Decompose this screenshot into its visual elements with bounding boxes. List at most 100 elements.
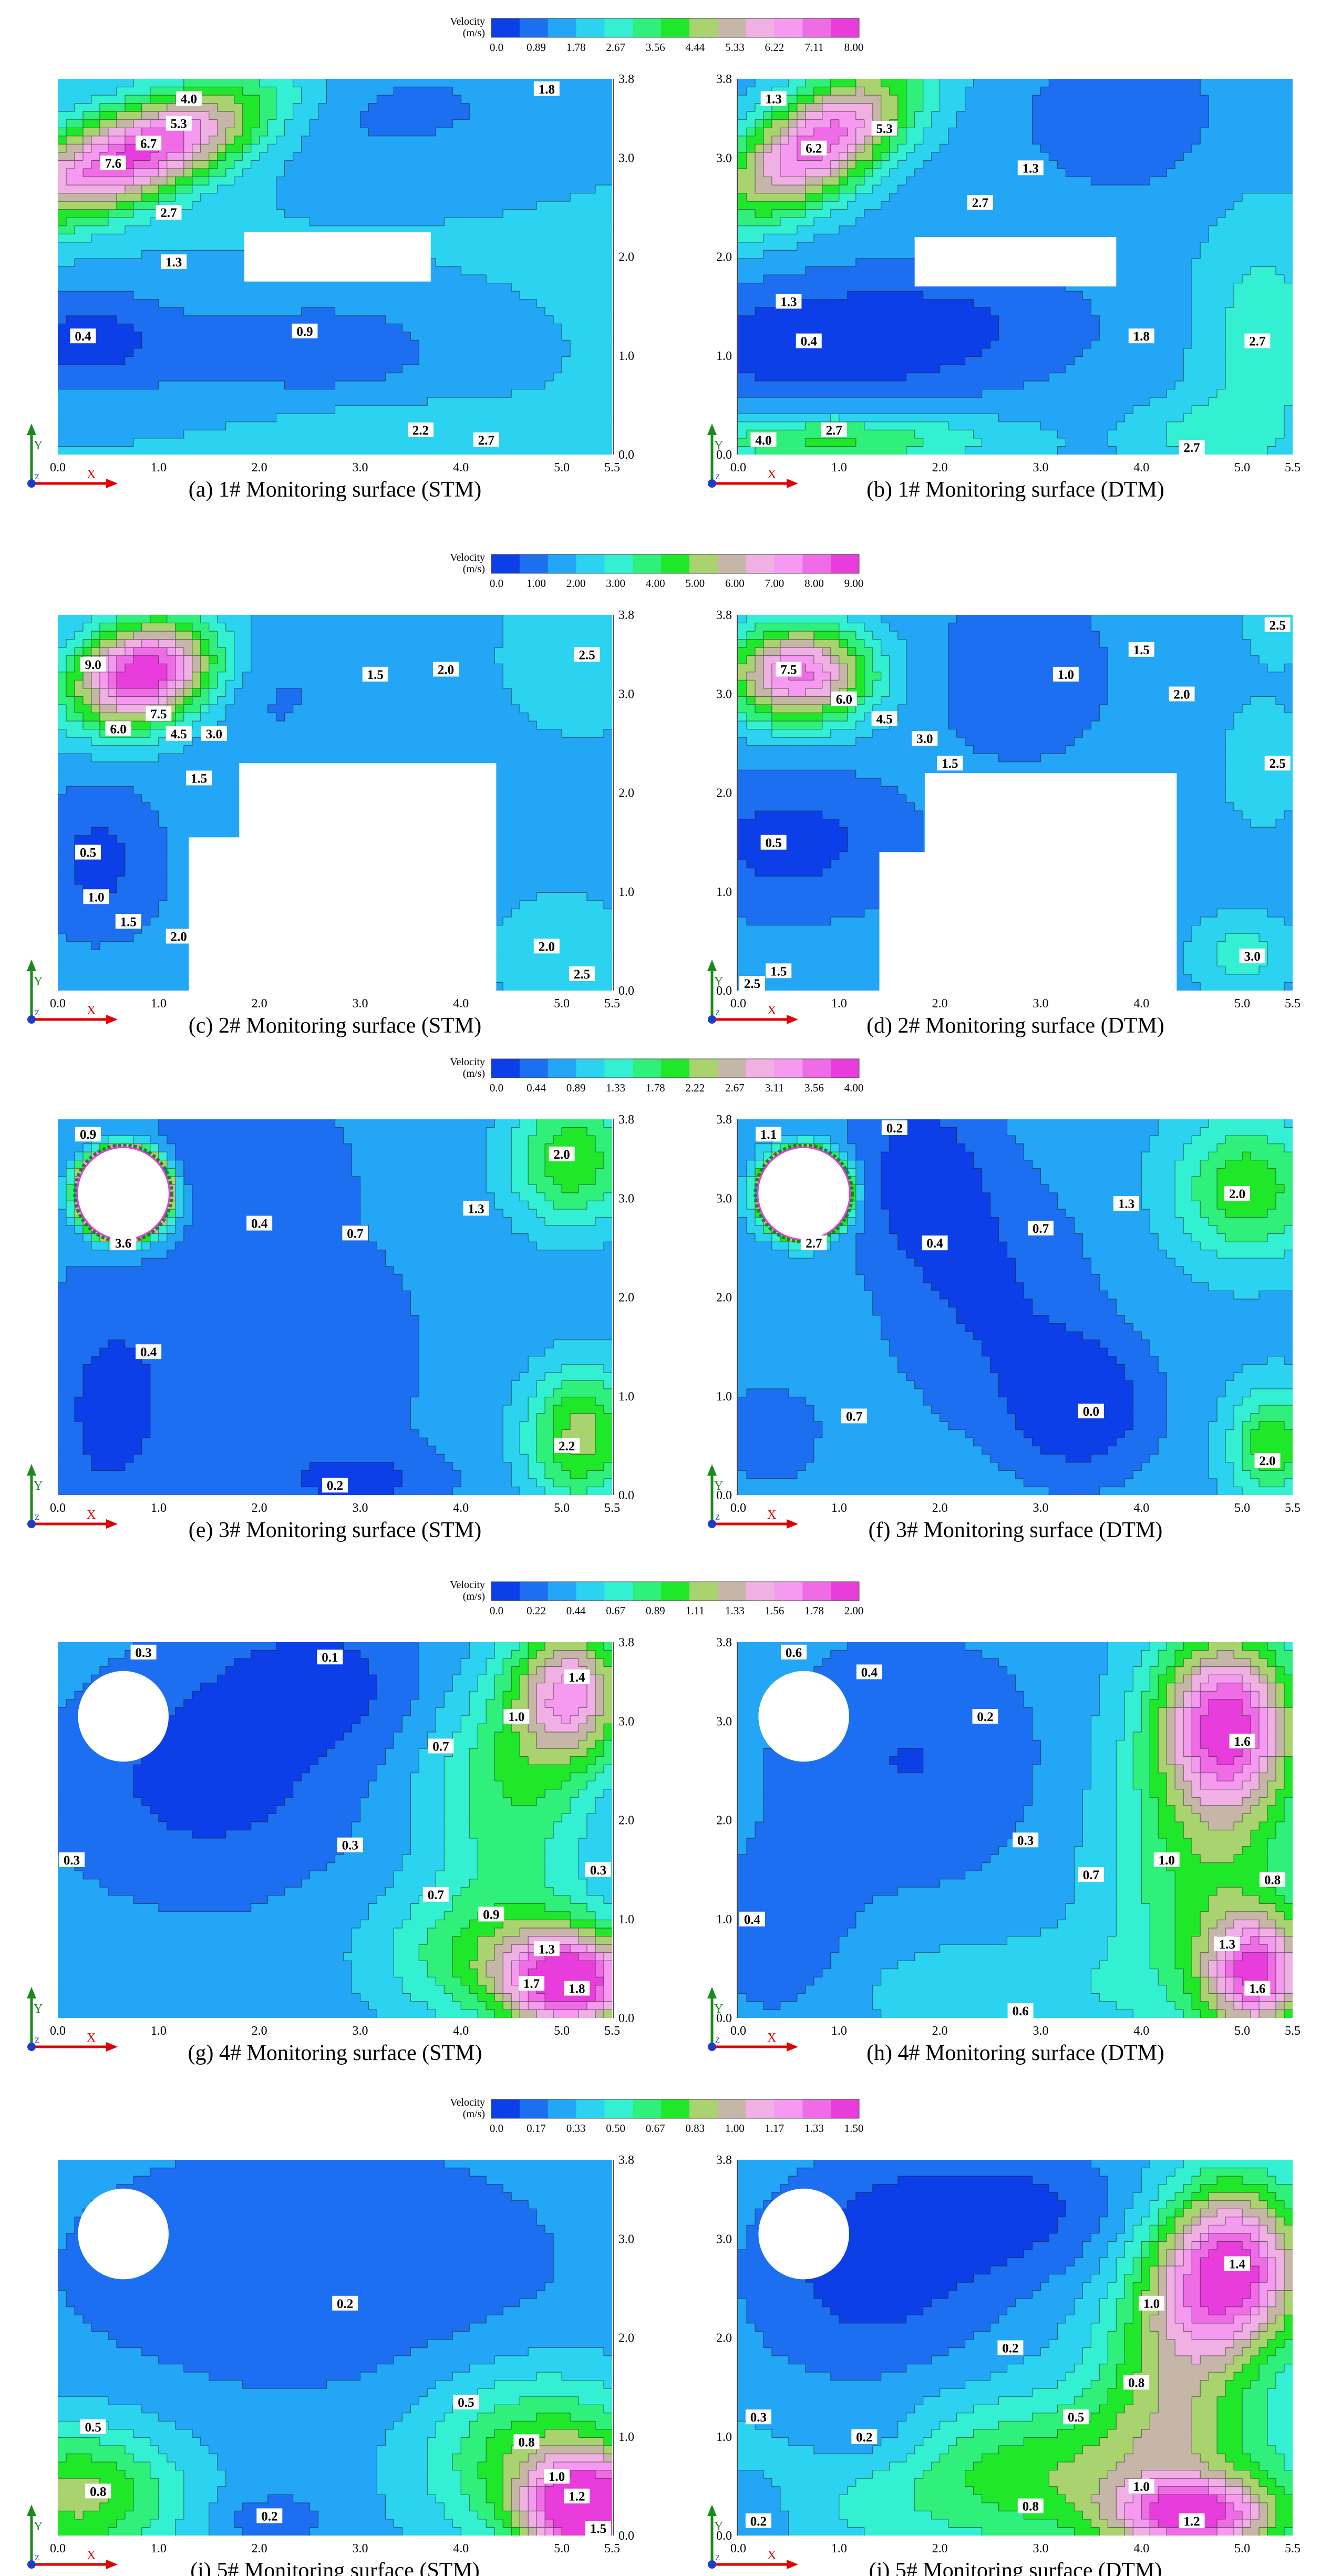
field-cell	[864, 1184, 882, 1193]
field-cell	[1200, 1985, 1209, 1994]
field-cell	[58, 2010, 377, 2018]
field-cell	[1158, 2258, 1167, 2266]
field-cell	[58, 696, 75, 705]
field-cell	[368, 1911, 411, 1920]
field-cell	[1150, 2233, 1159, 2242]
x-tick-label: 4.0	[1133, 2024, 1149, 2038]
field-cell	[511, 1650, 529, 1659]
y-tick-label: 2.0	[618, 1814, 634, 1828]
field-cell	[1141, 2217, 1159, 2225]
field-cell	[738, 259, 856, 267]
field-cell	[503, 1952, 520, 1961]
field-cell	[167, 1168, 176, 1177]
contour-label: 4.5	[876, 713, 893, 727]
field-cell	[1259, 2462, 1285, 2471]
field-cell	[771, 177, 806, 186]
field-cell	[1267, 2274, 1276, 2283]
field-cell	[536, 1242, 604, 1251]
field-cell	[58, 348, 134, 357]
field-cell	[847, 2486, 915, 2495]
field-cell	[855, 218, 1217, 226]
field-cell	[108, 128, 126, 137]
field-cell	[1276, 1961, 1285, 1970]
field-cell	[738, 1258, 856, 1267]
field-cell	[830, 655, 840, 664]
colorbar-tick: 7.11	[804, 41, 823, 54]
field-cell	[1242, 2396, 1268, 2405]
field-cell	[1267, 1838, 1293, 1847]
field-cell	[108, 2421, 176, 2430]
field-cell	[1099, 1699, 1125, 1708]
field-cell	[1192, 1650, 1217, 1659]
field-cell	[855, 705, 873, 714]
field-cell	[1192, 144, 1293, 153]
colorbar-swatch	[576, 554, 605, 573]
field-cell	[528, 1756, 571, 1765]
field-cell	[1267, 1911, 1285, 1920]
field-cell	[1276, 1797, 1285, 1806]
field-cell	[872, 1307, 957, 1316]
field-cell	[1242, 1952, 1268, 1961]
field-cell	[217, 721, 537, 730]
field-cell	[1200, 2233, 1209, 2242]
field-cell	[1267, 2502, 1276, 2511]
obstacle	[758, 2188, 849, 2280]
field-cell	[805, 2250, 1025, 2259]
field-cell	[528, 1356, 612, 1365]
field-cell	[1099, 1993, 1167, 2002]
field-cell	[998, 2396, 1075, 2405]
field-cell	[478, 1724, 503, 1733]
contour-label-bg	[972, 1709, 998, 1724]
contour-label-bg	[1007, 2003, 1034, 2018]
field-cell	[503, 2184, 612, 2193]
field-cell	[1200, 2290, 1251, 2299]
field-cell	[965, 2478, 1049, 2487]
field-cell	[738, 1969, 823, 1977]
contour-label: 0.4	[75, 329, 91, 344]
field-cell	[58, 835, 75, 844]
field-cell	[503, 1920, 571, 1929]
field-cell	[1108, 2519, 1125, 2528]
field-cell	[133, 177, 151, 186]
field-cell	[738, 2356, 789, 2365]
field-cell	[1183, 2258, 1192, 2266]
field-cell	[931, 2511, 1025, 2520]
field-cell	[604, 1192, 612, 1201]
field-cell	[511, 2010, 520, 2018]
field-cell	[1091, 2274, 1117, 2283]
contour-label: 0.7	[347, 1227, 363, 1241]
contour-label-bg	[1179, 2513, 1205, 2528]
field-cell	[990, 1854, 1075, 1863]
field-cell	[738, 234, 764, 243]
contour-label: 0.2	[327, 1479, 343, 1493]
field-cell	[1192, 2396, 1217, 2405]
field-cell	[1032, 136, 1201, 145]
field-cell	[1108, 2396, 1133, 2405]
field-cell	[956, 119, 1033, 128]
field-cell	[1040, 144, 1192, 153]
field-cell	[604, 1478, 612, 1487]
field-cell	[436, 259, 612, 267]
field-cell	[58, 373, 386, 382]
field-cell	[1108, 2200, 1133, 2209]
field-cell	[847, 1160, 856, 1169]
colorbar-swatch	[831, 1582, 860, 1601]
field-cell	[520, 1683, 529, 1692]
field-cell	[217, 103, 243, 112]
field-cell	[158, 688, 168, 697]
field-cell	[738, 389, 983, 398]
field-cell	[116, 111, 142, 120]
field-cell	[242, 119, 260, 128]
field-cell	[528, 1462, 545, 1471]
field-cell	[469, 1789, 503, 1798]
field-cell	[1150, 2274, 1159, 2283]
field-cell	[503, 1658, 520, 1667]
field-cell	[1217, 941, 1268, 950]
field-cell	[1057, 2225, 1100, 2234]
field-cell	[1150, 1699, 1167, 1708]
colorbar-swatch	[746, 18, 775, 37]
field-cell	[133, 160, 159, 169]
field-cell	[1049, 79, 1201, 88]
field-cell	[755, 169, 764, 178]
field-cell	[1267, 1813, 1285, 1822]
